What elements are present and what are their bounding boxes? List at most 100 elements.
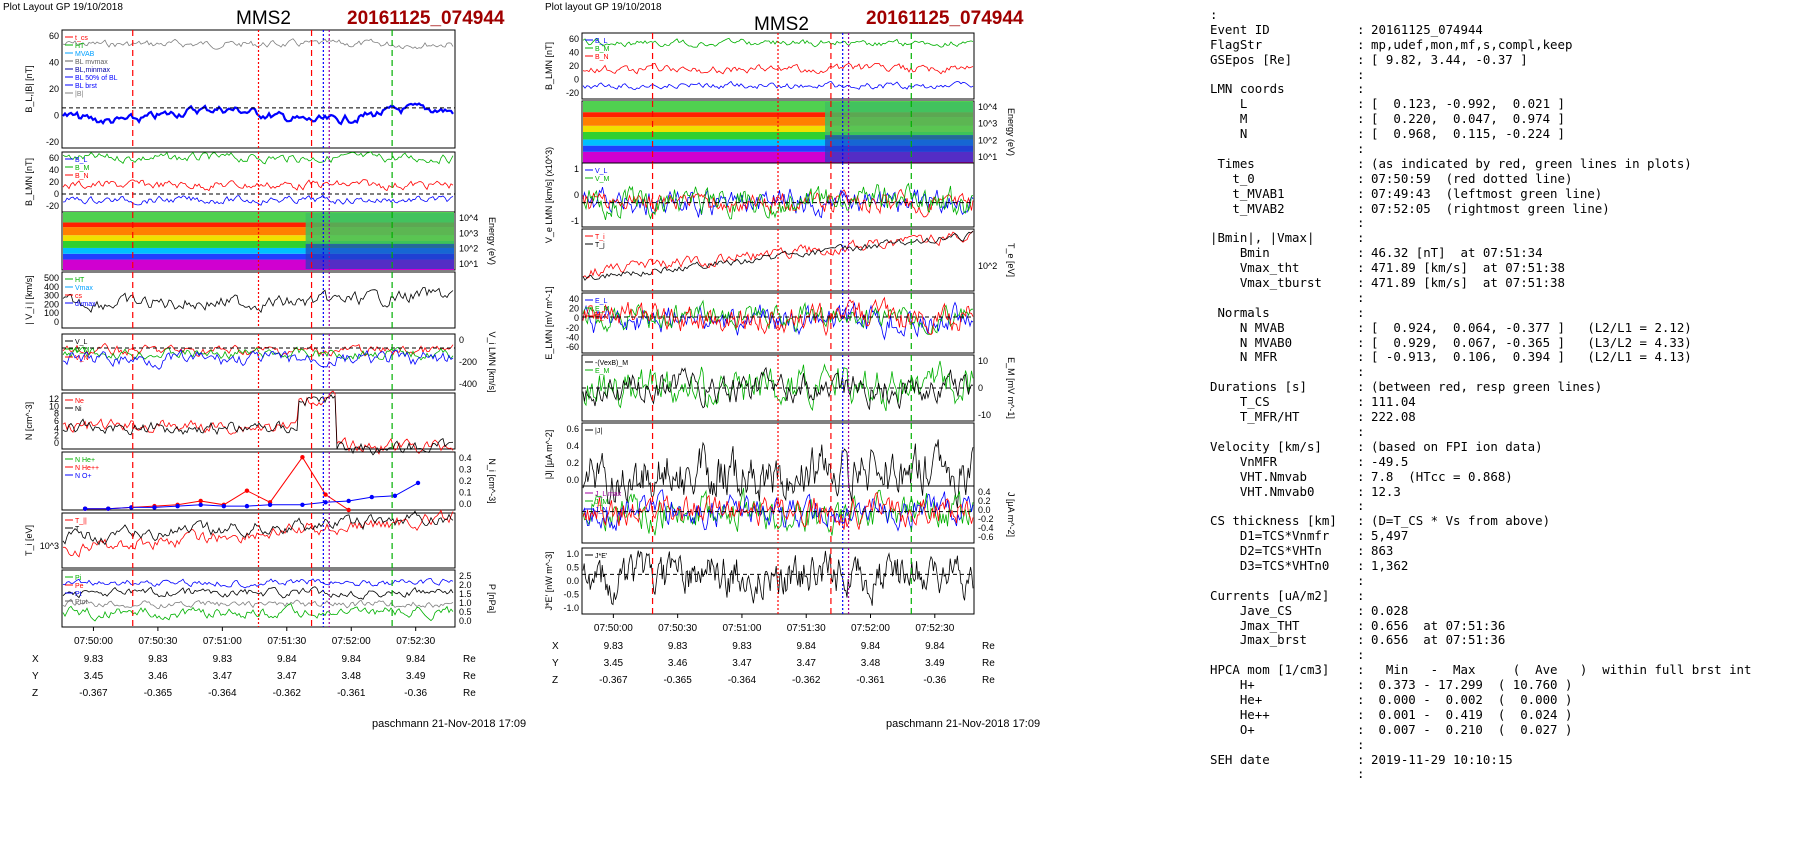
data-point [244,503,250,509]
legend-entry: T_j [595,242,605,249]
info-value: 5,497 [1371,528,1409,544]
info-colon: : [1357,21,1365,37]
position-unit: Re [463,688,476,699]
info-row: Jave_CS:0.028 [1210,602,1800,619]
position-unit: Re [982,658,995,669]
y-tick-label: -20 [46,201,59,211]
info-row: SEH date:2019-11-29 10:10:15 [1210,751,1800,768]
info-key: M [1210,111,1248,127]
info-value: 0.028 [1371,602,1409,618]
y-tick-label: 60 [49,153,59,163]
info-colon: : [1357,185,1365,201]
legend-entry: HT [75,277,85,284]
y-axis-label: E_M [mV m^-1] [1006,357,1016,419]
info-value: 0.001 - 0.419 ( 0.024 ) [1371,706,1573,722]
legend-entry: B_N [75,173,89,180]
y-tick-label: 10^2 [978,261,997,271]
info-value: (D=T_CS * Vs from above) [1371,513,1551,529]
info-colon: : [1357,275,1365,291]
info-colon: : [1357,96,1365,112]
series-line [582,366,974,410]
legend-entry: J_L max [595,491,622,498]
info-colon: : [1357,617,1365,633]
position-value: 3.49 [406,671,426,682]
right-event-id: 20161125_074944 [866,8,1024,29]
info-colon: : [1357,379,1365,395]
x-tick-label: 07:52:00 [332,636,371,647]
info-value: 07:49:43 (leftmost green line) [1371,185,1603,201]
info-colon: : [1357,662,1365,678]
y-tick-label: 0.0 [459,616,472,626]
data-point [106,506,111,511]
event-info-panel: : Event ID:20161125_074944 FlagStr: mp,udef… [1210,7,1800,828]
y-axis-label: J*E' [nW m^-3] [544,552,554,611]
info-colon: : [1357,706,1365,722]
y-tick-label: 6 [54,416,59,426]
legend-entry: B_L [75,157,88,164]
series-line [62,578,454,589]
y-tick-label: 0.4 [978,487,991,497]
info-value: -49.5 [1371,453,1409,469]
info-key: He+ [1210,691,1263,707]
y-tick-label: 20 [569,61,579,71]
info-value: 0.373 - 17.299 ( 10.760 ) [1371,677,1573,693]
series-line [62,151,454,165]
info-row: : [1210,141,1800,157]
series-line [85,456,349,511]
position-unit: Re [463,671,476,682]
info-colon: : [1357,170,1365,186]
info-key: D2=TCS*VHTn [1210,543,1322,559]
right-spacecraft-title: MMS2 [754,14,809,35]
y-tick-label: 400 [44,282,59,292]
info-value: [ 0.968, 0.115, -0.224 ] [1371,126,1565,142]
y-tick-label: -40 [566,332,579,342]
info-colon: : [1357,751,1365,767]
info-row: |Bmin|, |Vmax|: [1210,230,1800,246]
legend-entry: E_L [595,298,608,305]
right-footer: paschmann 21-Nov-2018 17:09 [886,718,1041,730]
info-value: (as indicated by red, green lines in plo… [1371,155,1692,171]
info-colon: : [1357,721,1365,737]
position-value: 9.84 [796,641,816,652]
legend-entry: T [75,526,80,533]
info-row: M: [ 0.220, 0.047, 0.974 ] [1210,111,1800,127]
info-colon: : [1357,409,1365,425]
info-key: Bmin [1210,245,1270,261]
info-row: Jmax_THT:0.656 at 07:51:36 [1210,617,1800,634]
info-key: He++ [1210,706,1270,722]
heatmap-band [63,235,454,241]
y-tick-label: 10 [978,356,988,366]
y-tick-label: 1.0 [566,549,579,559]
info-colon: : [1357,453,1365,469]
info-value: 7.8 (HTcc = 0.868) [1371,468,1513,484]
series-line [62,194,454,206]
info-key: FlagStr [1210,36,1263,52]
info-colon: : [1357,126,1365,142]
info-row: CS thickness [km]: (D=T_CS * Vs from abov… [1210,513,1800,529]
legend-entry: cs [75,293,83,300]
data-point [152,505,157,510]
info-row: N MVAB: [ 0.924, 0.064, -0.377 ] (L2/L1 =… [1210,320,1800,336]
series-line [62,586,454,600]
y-axis-label: J [μA m^-2] [1006,492,1016,537]
y-tick-label: 0.5 [459,607,472,617]
info-row: Times: (as indicated by red, green lines … [1210,155,1800,172]
info-value: [ 0.123, -0.992, 0.021 ] [1371,96,1565,112]
y-axis-label: B_LMN [nT] [24,158,34,206]
info-row: H+: 0.373 - 17.299 ( 10.760 ) [1210,677,1800,693]
legend-entry: Pi [75,575,82,582]
info-row: : [1210,7,1800,23]
info-colon: : [1357,498,1365,514]
info-value: 222.08 [1371,409,1416,425]
y-tick-label: 200 [44,299,59,309]
info-row: T_CS:111.04 [1210,394,1800,410]
info-value: 471.89 [km/s] at 07:51:38 [1371,260,1565,276]
info-colon: : [1357,766,1365,782]
legend-entry: T_i [595,234,605,241]
info-value: 0.007 - 0.210 ( 0.027 ) [1371,721,1573,737]
y-tick-label: 4 [54,423,59,433]
y-tick-label: -1 [571,216,579,226]
position-value: 9.83 [604,641,624,652]
data-point [392,493,398,499]
position-value: 3.45 [84,671,104,682]
